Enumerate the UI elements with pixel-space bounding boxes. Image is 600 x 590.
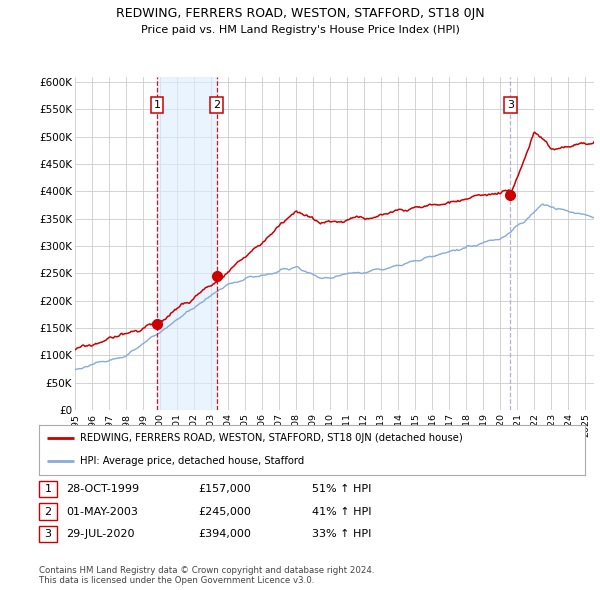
Text: HPI: Average price, detached house, Stafford: HPI: Average price, detached house, Staf… bbox=[80, 457, 304, 467]
Text: 1: 1 bbox=[44, 484, 52, 494]
Text: REDWING, FERRERS ROAD, WESTON, STAFFORD, ST18 0JN (detached house): REDWING, FERRERS ROAD, WESTON, STAFFORD,… bbox=[80, 433, 463, 443]
Text: 01-MAY-2003: 01-MAY-2003 bbox=[66, 507, 138, 516]
Text: 3: 3 bbox=[44, 529, 52, 539]
Text: £157,000: £157,000 bbox=[198, 484, 251, 494]
Text: 3: 3 bbox=[507, 100, 514, 110]
Text: 51% ↑ HPI: 51% ↑ HPI bbox=[312, 484, 371, 494]
Text: £394,000: £394,000 bbox=[198, 529, 251, 539]
Bar bbox=[157, 77, 217, 410]
Text: Contains HM Land Registry data © Crown copyright and database right 2024.
This d: Contains HM Land Registry data © Crown c… bbox=[39, 566, 374, 585]
Text: 33% ↑ HPI: 33% ↑ HPI bbox=[312, 529, 371, 539]
Text: REDWING, FERRERS ROAD, WESTON, STAFFORD, ST18 0JN: REDWING, FERRERS ROAD, WESTON, STAFFORD,… bbox=[116, 7, 484, 20]
Text: Price paid vs. HM Land Registry's House Price Index (HPI): Price paid vs. HM Land Registry's House … bbox=[140, 25, 460, 35]
Text: £245,000: £245,000 bbox=[198, 507, 251, 516]
Text: 28-OCT-1999: 28-OCT-1999 bbox=[66, 484, 139, 494]
Text: 2: 2 bbox=[213, 100, 220, 110]
Text: 29-JUL-2020: 29-JUL-2020 bbox=[66, 529, 134, 539]
Text: 2: 2 bbox=[44, 507, 52, 516]
Text: 41% ↑ HPI: 41% ↑ HPI bbox=[312, 507, 371, 516]
Text: 1: 1 bbox=[154, 100, 161, 110]
